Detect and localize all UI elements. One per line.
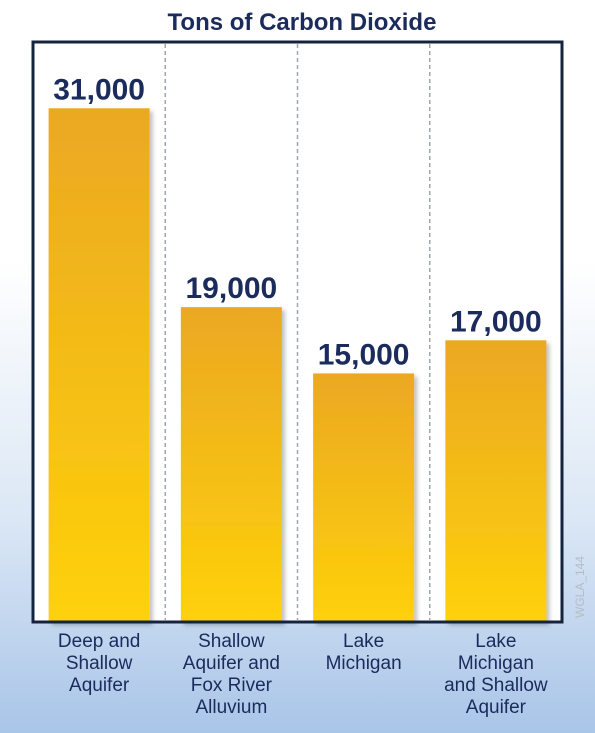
chart-title: Tons of Carbon Dioxide (168, 9, 437, 36)
category-label: Lake Michigan and Shallow Aquifer (444, 631, 548, 718)
value-label: 19,000 (185, 272, 277, 305)
bar (445, 340, 547, 622)
category-label: Shallow Aquifer and Fox River Alluvium (183, 631, 280, 718)
value-label: 17,000 (450, 305, 542, 338)
value-label: 15,000 (318, 338, 410, 371)
bar (313, 373, 415, 622)
category-separators (164, 44, 431, 620)
bars (48, 108, 547, 623)
bar (48, 108, 150, 623)
watermark: WGLA_144 (573, 556, 587, 618)
plot-frame (31, 40, 564, 624)
category-labels: Deep and Shallow Aquifer Shallow Aquifer and… (58, 631, 548, 718)
category-label: Deep and Shallow Aquifer (58, 631, 140, 696)
value-label: 31,000 (53, 73, 145, 106)
bar (180, 307, 282, 622)
category-label: Lake Michigan (326, 631, 402, 674)
value-labels: 31,000 19,000 15,000 17,000 (53, 73, 542, 371)
